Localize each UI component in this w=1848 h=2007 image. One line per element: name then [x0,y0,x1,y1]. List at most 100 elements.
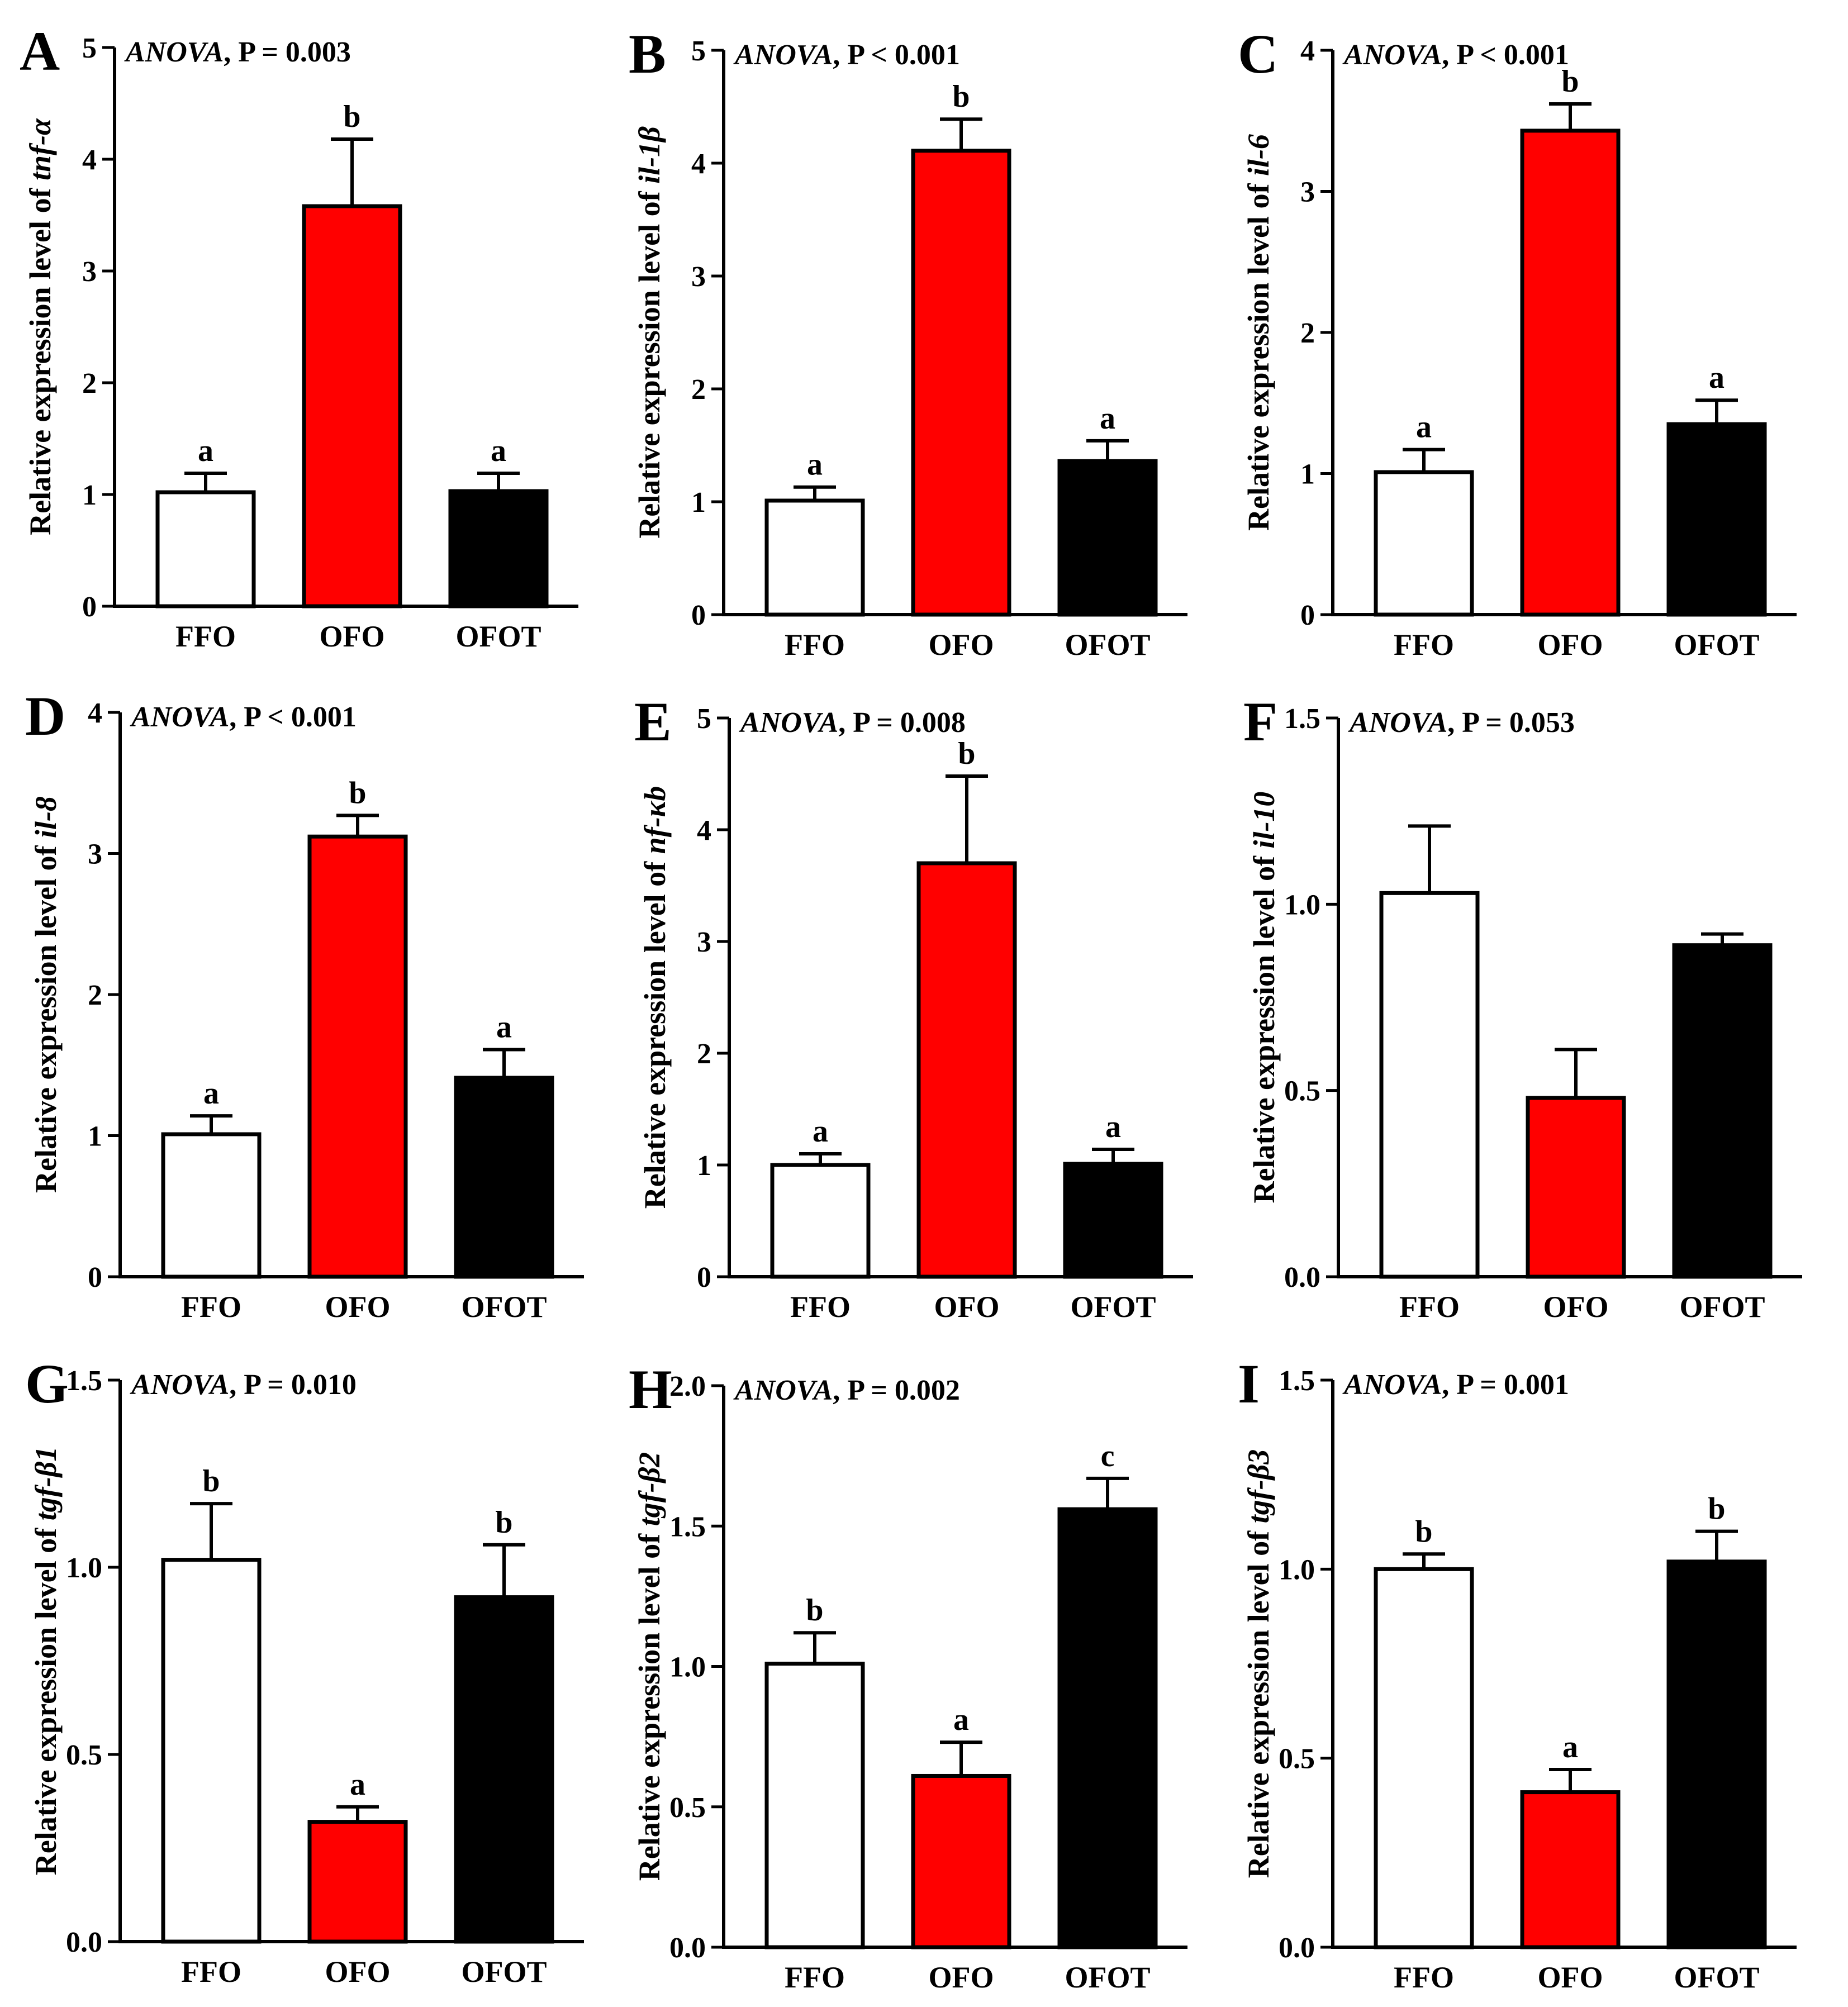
y-axis-label-gene: tgf-β3 [1242,1449,1275,1524]
y-axis-label-gene: tnf-α [23,118,57,180]
bar-ffo [161,1558,262,1944]
x-tick-label: OFOT [1065,628,1150,662]
y-tick-label: 2 [1300,317,1315,349]
panel-letter: D [25,685,65,747]
panel-F: F 0.0 0.5 1.0 1.5 Relative expression level o… [1243,691,1802,1324]
x-tick-label: OFO [929,628,994,662]
anova-annotation: ANOVA, P < 0.001 [1342,39,1569,71]
x-tick-label: OFO [929,1961,994,1994]
bar-ofo [1520,129,1621,617]
bar-ofo [916,861,1017,1279]
anova-annotation: ANOVA, P = 0.008 [739,707,966,739]
y-axis-label: Relative expression level of il-10 [1247,792,1281,1204]
y-axis-label-gene: il-10 [1247,792,1281,849]
significance-letter: a [1562,1730,1578,1765]
x-tick-label: OFO [1543,1290,1609,1324]
x-tick-label: OFO [325,1290,391,1324]
x-tick-label: FFO [785,628,845,662]
bar-ofot [448,489,549,608]
bar-ffo [161,1132,262,1279]
anova-test-name: ANOVA [733,1375,833,1406]
y-tick-label: 0.0 [66,1927,102,1958]
anova-test-name: ANOVA [1342,39,1442,71]
x-tick-label: OFO [934,1290,1000,1324]
y-axis-label: Relative expression level of tgf-β2 [633,1452,666,1881]
y-axis-label-gene: il-1β [633,126,666,184]
y-axis-label-gene: nf-κb [638,786,672,854]
bar-ofo [302,204,402,608]
y-tick-label: 0.0 [669,1932,706,1964]
bar-ofo [911,1773,1011,1949]
x-tick-label: OFOT [455,620,541,653]
anova-annotation: ANOVA, P < 0.001 [733,39,960,71]
y-tick-label: 0 [1300,600,1315,631]
anova-test-name: ANOVA [124,36,224,68]
y-axis-label: Relative expression level of il-6 [1242,134,1275,531]
significance-letter: a [496,1010,512,1044]
y-axis-label-gene: tgf-β2 [633,1452,666,1526]
y-axis-label: Relative expression level of il-8 [29,796,63,1193]
y-tick-label: 1 [691,487,706,519]
anova-p-value: P = 0.008 [853,707,966,739]
bar-ffo [155,490,256,608]
y-tick-label: 1.5 [669,1511,706,1543]
x-tick-label: OFO [1538,1961,1603,1994]
bar-ofot [1057,459,1158,617]
bar-ofo [1520,1790,1621,1949]
y-tick-label: 4 [697,815,711,846]
x-tick-label: FFO [181,1290,241,1324]
anova-test-name: ANOVA [130,1369,229,1401]
bar-ffo [770,1163,871,1279]
x-tick-label: FFO [1394,628,1454,662]
anova-annotation: ANOVA, P = 0.002 [733,1375,960,1406]
anova-test-name: ANOVA [130,701,229,733]
significance-letter: a [1100,401,1115,436]
anova-test-name: ANOVA [733,39,833,71]
x-tick-label: FFO [790,1290,851,1324]
x-tick-label: OFOT [461,1955,547,1989]
bar-ofot [1057,1507,1158,1949]
x-tick-label: OFOT [1679,1290,1765,1324]
y-axis-label: Relative expression level of tnf-α [23,118,57,535]
bar-ofo [307,834,408,1279]
x-tick-label: FFO [181,1955,241,1989]
y-axis-label-prefix: Relative expression level of [1247,849,1281,1204]
x-tick-label: FFO [175,620,236,653]
y-axis-label: Relative expression level of tgf-β3 [1242,1449,1275,1878]
panel-G: G 0.0 0.5 1.0 1.5 Relative expression level o… [25,1353,584,1989]
y-tick-label: 0 [697,1262,711,1293]
panel-letter: E [634,691,672,753]
y-tick-label: 1.0 [1279,1554,1315,1586]
y-tick-label: 0.5 [66,1739,102,1771]
panel-letter: G [25,1353,69,1415]
y-tick-label: 4 [1300,35,1315,67]
significance-letter: b [958,736,975,771]
y-axis-label-gene: tgf-β1 [29,1447,63,1521]
bar-ofo [307,1820,408,1944]
significance-letter: a [807,448,823,482]
bar-ofot [1672,943,1773,1279]
y-tick-label: 3 [697,926,711,958]
y-tick-label: 0.5 [1279,1743,1315,1775]
anova-annotation: ANOVA, P = 0.001 [1342,1369,1569,1401]
y-axis-label-gene: il-8 [29,796,63,838]
significance-letter: a [203,1076,219,1111]
y-tick-label: 5 [691,35,706,67]
panel-letter: I [1238,1353,1260,1415]
y-tick-label: 1 [88,1121,102,1153]
significance-letter: b [1708,1492,1725,1526]
y-tick-label: 3 [691,261,706,293]
bar-ofot [454,1595,554,1944]
y-tick-label: 0 [82,591,97,623]
y-tick-label: 4 [88,697,102,729]
y-tick-label: 1.0 [66,1552,102,1584]
y-axis-label-prefix: Relative expression level of [29,838,63,1193]
bar-ofot [1063,1162,1163,1279]
anova-annotation: ANOVA, P < 0.001 [130,701,357,733]
anova-comma: , [229,701,244,733]
y-tick-label: 1 [697,1150,711,1182]
y-tick-label: 2.0 [669,1371,706,1402]
panel-E: E 0 1 2 3 4 5 Relative expression level of nf-κ… [634,691,1193,1324]
anova-comma: , [838,707,853,739]
anova-test-name: ANOVA [1348,707,1447,739]
